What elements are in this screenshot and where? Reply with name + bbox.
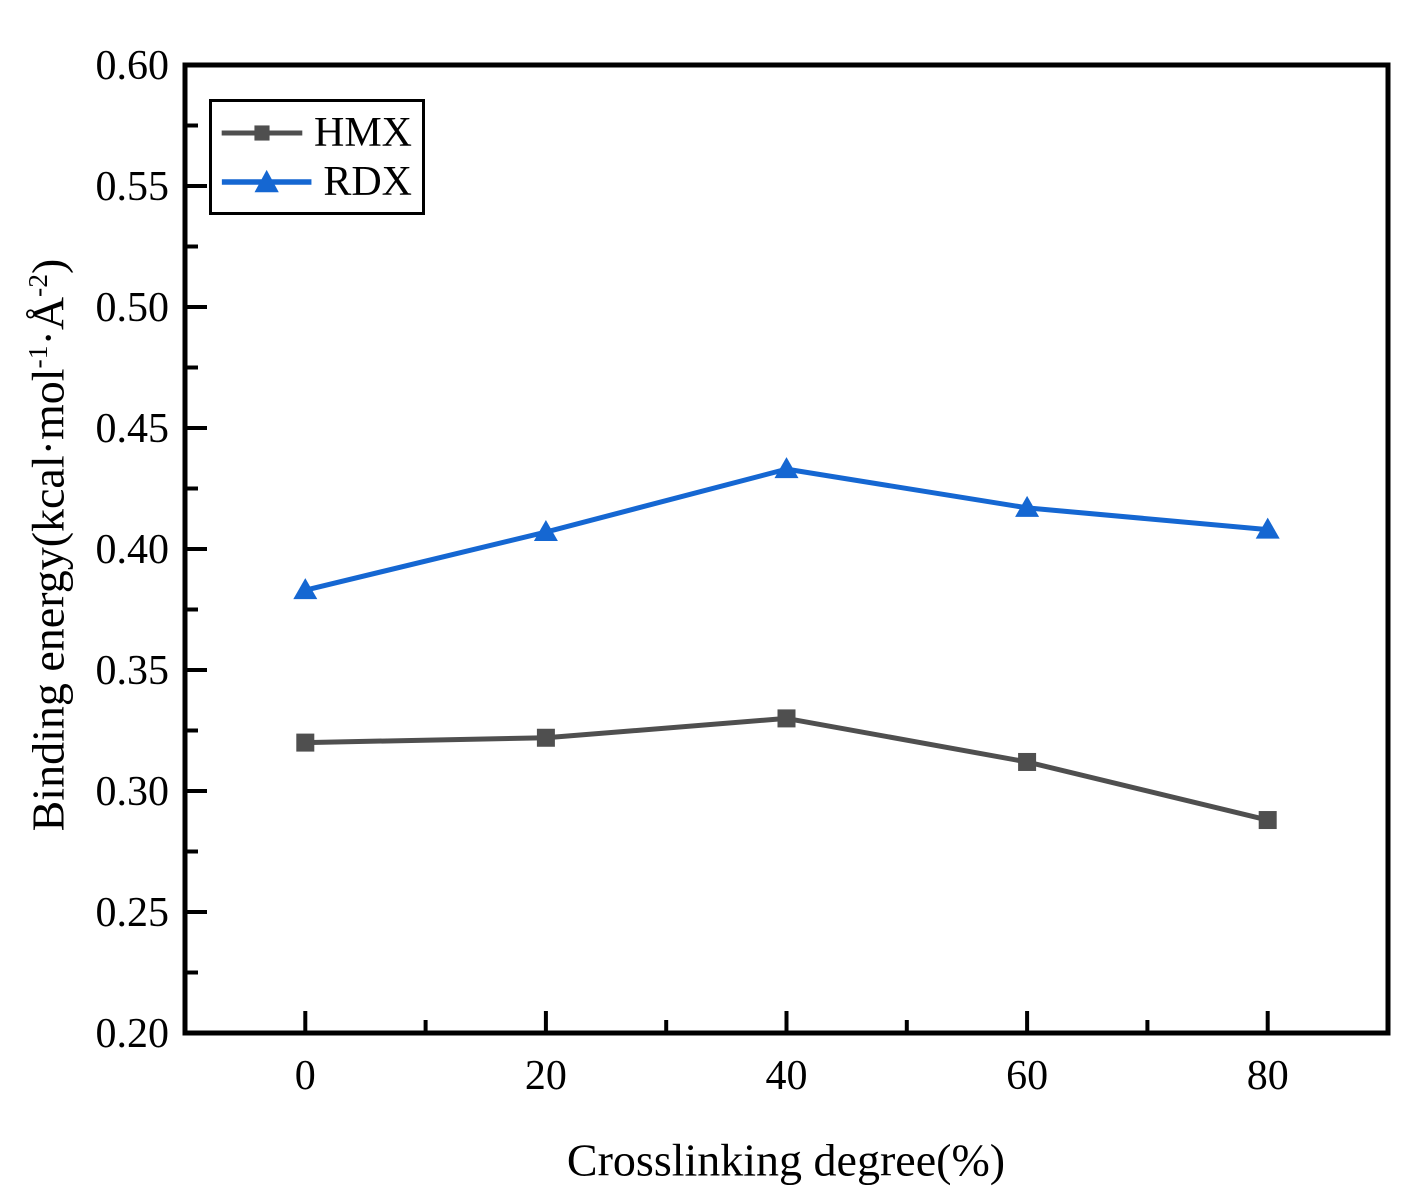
y-tick-label: 0.35 <box>96 648 170 694</box>
x-tick-label: 80 <box>1247 1053 1289 1099</box>
y-tick-label: 0.45 <box>96 406 170 452</box>
data-point-hmx <box>536 728 555 747</box>
y-axis-title-sup1: -1 <box>22 345 54 369</box>
legend: HMX RDX <box>209 99 425 215</box>
data-point-rdx <box>774 457 799 479</box>
data-point-rdx <box>533 520 558 542</box>
x-axis-title: Crosslinking degree(%) <box>566 1134 1006 1186</box>
series-line-rdx <box>302 466 1271 593</box>
y-axis-title-suffix: ) <box>22 258 74 274</box>
x-tick-label: 60 <box>1006 1053 1048 1099</box>
y-axis-title-mid: ·Å <box>22 296 74 346</box>
data-point-hmx <box>777 709 796 728</box>
y-tick-label: 0.25 <box>96 890 170 936</box>
data-point-rdx <box>1015 495 1040 517</box>
plot-frame <box>182 62 1391 1036</box>
y-axis-title-prefix: Binding energy(kcal·mol <box>22 368 74 832</box>
legend-square-marker-icon <box>254 124 270 141</box>
legend-triangle-marker-icon <box>254 169 279 192</box>
data-point-hmx <box>296 733 315 752</box>
legend-entry-hmx: HMX <box>220 108 412 157</box>
x-tick-label: 20 <box>525 1053 567 1099</box>
y-axis-title: Binding energy(kcal·mol-1·Å-2) <box>22 259 75 832</box>
legend-sample-rdx <box>221 169 312 192</box>
legend-label-hmx: HMX <box>313 109 412 156</box>
legend-sample-hmx <box>221 124 303 141</box>
y-tick-label: 0.50 <box>96 285 170 331</box>
y-tick-label: 0.60 <box>96 43 170 89</box>
data-point-rdx <box>293 578 318 600</box>
y-axis-title-sup2: -2 <box>22 273 54 297</box>
y-tick-label: 0.55 <box>96 164 170 210</box>
x-tick-label: 40 <box>766 1053 808 1099</box>
data-point-rdx <box>1255 517 1280 539</box>
legend-label-rdx: RDX <box>323 158 412 205</box>
data-point-hmx <box>1018 752 1037 771</box>
data-point-hmx <box>1258 811 1277 830</box>
y-tick-label: 0.30 <box>96 769 170 815</box>
y-tick-label: 0.40 <box>96 527 170 573</box>
legend-entry-rdx: RDX <box>220 157 412 206</box>
x-tick-label: 0 <box>295 1053 316 1099</box>
y-tick-label: 0.20 <box>96 1011 170 1057</box>
series-line-hmx <box>302 715 1271 823</box>
